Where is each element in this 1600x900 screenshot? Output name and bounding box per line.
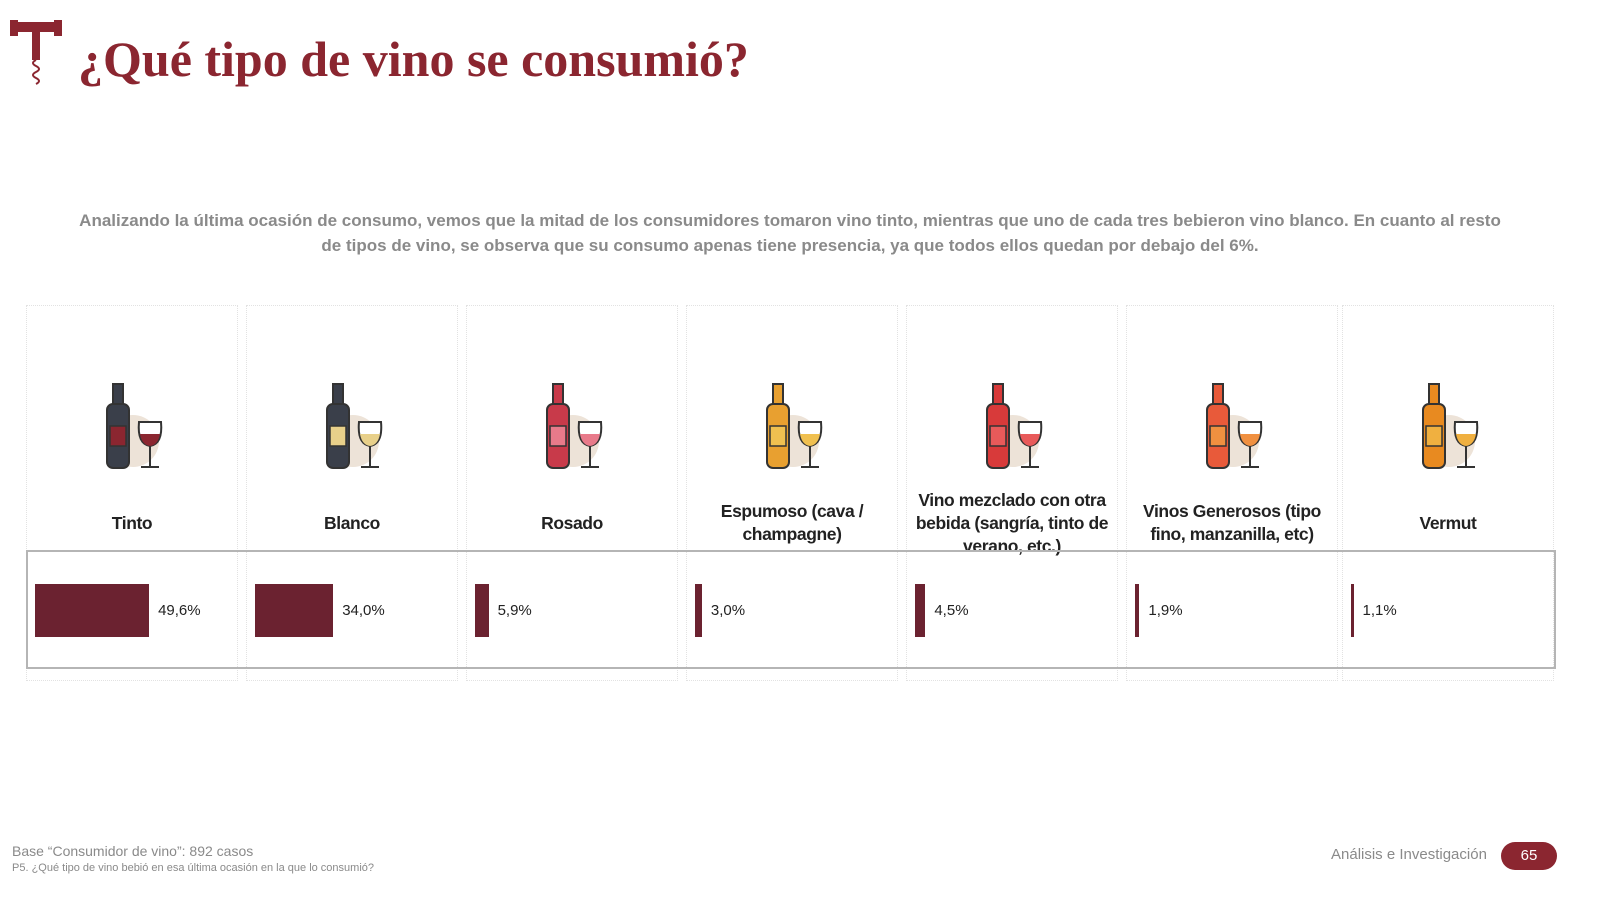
category-label: Blanco — [324, 512, 380, 533]
brand-label: Análisis e Investigación — [1331, 846, 1487, 863]
category-card: Vermut — [1342, 305, 1554, 681]
bar-value-label: 34,0% — [342, 602, 385, 619]
bar — [475, 584, 489, 637]
rose-wine-bottle-glass-icon — [546, 383, 603, 469]
sangria-jug-icon — [986, 383, 1043, 469]
bar-value-label: 1,1% — [1362, 602, 1397, 619]
bars-frame — [26, 550, 1556, 669]
sparkling-wine-icon — [766, 383, 823, 469]
category-card: Espumoso (cava / champagne) — [686, 305, 898, 681]
category-label: Vino mezclado con otra bebida (sangría, … — [915, 489, 1109, 556]
corkscrew-icon — [10, 20, 62, 85]
bar-value-label: 5,9% — [497, 602, 532, 619]
white-wine-bottle-glass-icon — [326, 383, 383, 469]
category-label: Tinto — [111, 512, 153, 533]
bar-value-label: 4,5% — [934, 602, 969, 619]
bar-value-label: 1,9% — [1148, 602, 1183, 619]
fortified-wine-bottles-icon — [1206, 383, 1263, 469]
bar — [255, 584, 334, 637]
question-note: P5. ¿Qué tipo de vino bebió en esa últim… — [12, 862, 375, 874]
intro-text: Analizando la última ocasión de consumo,… — [79, 211, 1501, 255]
bar — [1135, 584, 1140, 637]
bar — [1351, 584, 1354, 637]
page-number: 65 — [1501, 842, 1557, 870]
category-label: Vermut — [1419, 512, 1477, 533]
vermouth-icon — [1422, 383, 1479, 469]
red-wine-bottle-glass-icon — [106, 383, 163, 469]
category-card: Vino mezclado con otra bebida (sangría, … — [906, 305, 1118, 681]
category-card: Blanco — [246, 305, 458, 681]
category-label: Vinos Generosos (tipo fino, manzanilla, … — [1143, 501, 1321, 544]
page-title: ¿Qué tipo de vino se consumió? — [78, 31, 749, 87]
bar — [695, 584, 702, 637]
bar — [35, 584, 150, 637]
bar-value-label: 49,6% — [158, 602, 201, 619]
category-label: Rosado — [541, 512, 603, 533]
category-card: Tinto — [26, 305, 238, 681]
category-card: Vinos Generosos (tipo fino, manzanilla, … — [1126, 305, 1338, 681]
bar-value-label: 3,0% — [710, 602, 746, 619]
category-card: Rosado — [466, 305, 678, 681]
bar — [915, 584, 926, 637]
base-note: Base “Consumidor de vino”: 892 casos — [12, 843, 254, 859]
category-label: Espumoso (cava / champagne) — [720, 501, 864, 544]
